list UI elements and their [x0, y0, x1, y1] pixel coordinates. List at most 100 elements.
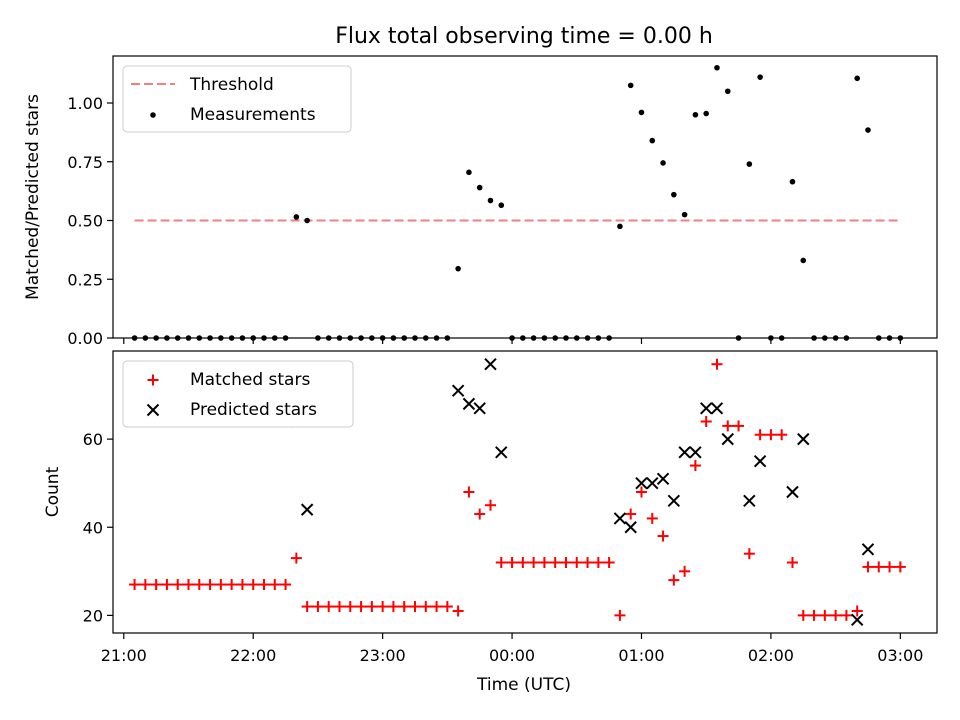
- matched-stars-point: [258, 579, 270, 591]
- matched-stars-point: [226, 579, 238, 591]
- predicted-stars-point: [689, 446, 702, 459]
- top-y-tick-label: 0.00: [67, 329, 103, 348]
- legend-matched-label: Matched stars: [190, 370, 310, 390]
- matched-stars-point: [840, 609, 852, 621]
- measurement-point: [638, 109, 645, 116]
- top-y-tick-label: 0.25: [67, 270, 103, 289]
- matched-stars-point: [625, 508, 637, 520]
- bottom-y-axis-label: Count: [43, 466, 63, 517]
- matched-stars-point: [884, 561, 896, 573]
- top-y-tick-label: 1.00: [67, 94, 103, 113]
- matched-stars-point: [517, 557, 529, 568]
- measurement-point: [789, 178, 796, 185]
- matched-stars-point: [873, 561, 885, 573]
- legend-threshold-label: Threshold: [189, 75, 274, 95]
- matched-stars-point: [506, 557, 518, 568]
- matched-stars-point: [161, 579, 173, 591]
- legend-measurements-marker: [150, 112, 156, 118]
- matched-stars-point: [711, 358, 723, 370]
- matched-stars-point: [398, 601, 410, 613]
- matched-stars-point: [333, 601, 345, 613]
- top-y-axis: 0.00 0.25 0.50 0.75 1.00: [67, 94, 113, 348]
- measurement-point: [865, 127, 871, 133]
- bottom-y-tick-label: 20: [83, 606, 103, 625]
- matched-stars-point: [560, 557, 572, 568]
- bottom-y-tick-label: 40: [83, 518, 103, 537]
- x-axis-label: Time (UTC): [476, 675, 571, 695]
- legend-plus-glyph: [147, 374, 159, 386]
- measurement-point: [746, 161, 753, 167]
- legend-predicted-marker: [146, 403, 160, 417]
- predicted-stars-point: [797, 432, 810, 446]
- matched-stars-point: [538, 557, 550, 568]
- measurement-point: [703, 110, 709, 117]
- measurement-point: [304, 217, 310, 224]
- matched-stars-point: [193, 579, 205, 591]
- matched-stars-point: [603, 557, 615, 568]
- matched-stars-point: [269, 579, 281, 591]
- bottom-y-tick-label: 60: [83, 430, 103, 449]
- predicted-stars-point: [484, 358, 497, 371]
- predicted-stars-point: [678, 446, 691, 459]
- matched-stars-point: [366, 601, 378, 613]
- measurement-point: [466, 169, 472, 176]
- matched-stars-point: [668, 574, 680, 586]
- matched-stars-point: [808, 609, 820, 621]
- measurement-point: [681, 211, 688, 218]
- predicted-stars-point: [473, 402, 486, 415]
- predicted-stars-point: [635, 476, 648, 490]
- predicted-stars-point: [667, 494, 681, 508]
- matched-stars-point: [754, 429, 766, 441]
- x-tick-label: 01:00: [618, 646, 664, 665]
- matched-stars-point: [528, 557, 540, 568]
- measurement-point: [714, 64, 720, 71]
- measurement-point: [293, 214, 300, 220]
- matched-stars-point: [484, 499, 496, 511]
- matched-stars-point: [819, 609, 831, 621]
- measurement-point: [455, 265, 461, 272]
- matched-stars-point: [851, 605, 863, 617]
- matched-stars-point: [420, 601, 432, 613]
- matched-stars-point: [409, 601, 421, 613]
- matched-stars-point: [452, 605, 464, 617]
- top-panel-frame: [112, 55, 938, 339]
- predicted-stars-point: [451, 384, 465, 397]
- top-y-axis-label: Matched/Predicted stars: [23, 94, 43, 300]
- bottom-y-axis: 20 40 60: [83, 430, 113, 625]
- matched-stars-point: [139, 579, 151, 591]
- matched-stars-point: [592, 557, 604, 568]
- top-legend: Threshold Measurements: [122, 65, 352, 133]
- predicted-stars-point: [721, 432, 734, 446]
- matched-stars-point: [614, 609, 626, 621]
- bottom-legend: Matched stars Predicted stars: [122, 360, 354, 428]
- matched-stars-point: [355, 601, 367, 613]
- matched-stars-point: [215, 579, 227, 591]
- x-tick-label: 02:00: [748, 646, 794, 665]
- bottom-x-axis: 21:00 22:00 23:00 00:00 01:00 02:00 03:00: [101, 633, 923, 665]
- matched-stars-point: [247, 579, 259, 591]
- predicted-stars-point: [624, 521, 637, 534]
- predicted-stars-point: [613, 512, 627, 525]
- matched-stars-point: [765, 429, 777, 441]
- matched-stars-point: [463, 486, 475, 498]
- bottom-panel-frame: [112, 350, 938, 634]
- x-tick-label: 00:00: [489, 646, 535, 665]
- predicted-stars-point: [646, 476, 659, 490]
- matched-stars-point: [700, 416, 712, 427]
- bottom-panel-marks: [129, 358, 906, 626]
- matched-stars-point: [635, 486, 647, 498]
- matched-stars-point: [776, 429, 788, 441]
- matched-stars-point: [733, 420, 745, 432]
- measurement-point: [757, 74, 763, 80]
- matched-stars-point: [657, 530, 669, 542]
- matched-stars-point: [236, 579, 248, 591]
- matched-stars-point: [495, 557, 507, 568]
- predicted-stars-point: [753, 454, 767, 468]
- measurement-point: [724, 88, 731, 95]
- matched-stars-point: [582, 557, 594, 568]
- top-x-axis-ticks: [123, 338, 901, 344]
- matched-stars-point: [571, 557, 583, 568]
- matched-stars-point: [474, 508, 486, 520]
- measurement-point: [671, 191, 677, 198]
